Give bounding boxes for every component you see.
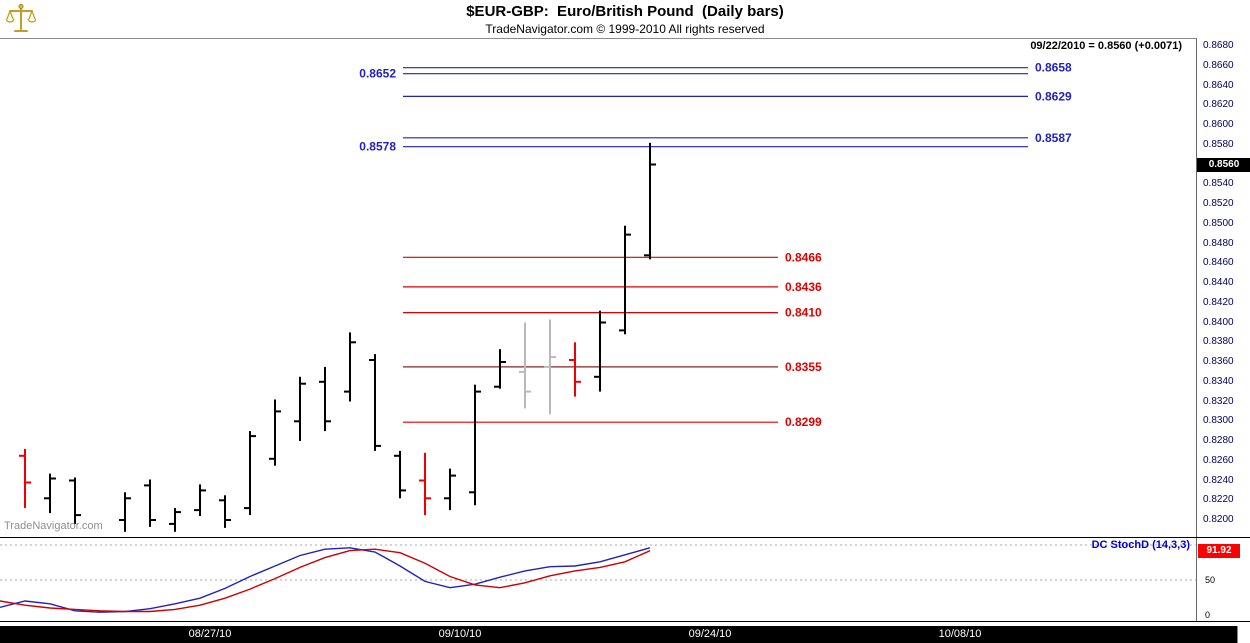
ohlc-bar (169, 508, 181, 532)
price-tick: 0.8220 (1203, 494, 1234, 506)
stochastic-chart[interactable] (0, 538, 1196, 622)
ohlc-bar (519, 322, 531, 409)
stoch-d-line (0, 548, 651, 613)
main-chart-surface[interactable]: 0.8658 0.8652 0.8629 0.8587 0.8578 0.8466 0.84… (0, 38, 1196, 538)
price-tick: 0.8240 (1203, 474, 1234, 486)
price-tick: 0.8520 (1203, 198, 1234, 209)
level-label: 0.8652 (359, 67, 396, 81)
price-tick: 0.8680 (1203, 40, 1234, 51)
price-tick: 0.8420 (1203, 296, 1234, 308)
ohlc-bar (69, 477, 81, 524)
ohlc-bar (119, 492, 131, 532)
ohlc-bar (244, 431, 256, 516)
price-tick: 0.8360 (1203, 356, 1234, 367)
ohlc-bar (544, 319, 556, 415)
ohlc-bar (394, 450, 406, 499)
price-tick: 0.8600 (1203, 119, 1234, 130)
stoch-k-line (0, 547, 651, 613)
ohlc-bar (44, 473, 56, 514)
level-label: 0.8578 (359, 140, 396, 154)
date-axis[interactable]: 08/27/10 09/10/10 09/24/10 10/08/10 (0, 626, 1250, 643)
price-tick: 0.8640 (1203, 79, 1234, 91)
price-tick: 0.8660 (1203, 59, 1234, 71)
current-price-badge: 0.8560 (1197, 157, 1250, 172)
date-label: 09/10/10 (438, 628, 482, 640)
ohlc-bar (469, 384, 481, 506)
chart-subtitle: TradeNavigator.com © 1999-2010 All right… (485, 22, 765, 36)
level-label: 0.8299 (785, 415, 822, 429)
stochastic-panel-surface[interactable] (0, 538, 1196, 622)
price-tick: 0.8580 (1203, 138, 1234, 150)
price-tick: 0.8340 (1203, 375, 1234, 387)
level-label: 0.8436 (785, 280, 822, 294)
indicator-label: DC StochD (14,3,3) (1091, 539, 1190, 551)
price-tick: 0.8440 (1203, 277, 1234, 288)
stoch-axis-tick: 0 (1205, 610, 1211, 620)
ohlc-bar (144, 479, 156, 527)
price-chart[interactable]: 0.8658 0.8652 0.8629 0.8587 0.8578 0.8466 0.84… (0, 38, 1196, 538)
ohlc-bar (644, 142, 656, 260)
price-tick: 0.8480 (1203, 237, 1234, 249)
indicator-axis: 91.92 50 0 (1196, 538, 1250, 622)
panel-separator (0, 537, 1250, 538)
ohlc-bar (444, 468, 456, 511)
ohlc-bar (344, 332, 356, 402)
stoch-axis-tick: 50 (1205, 575, 1216, 585)
date-label: 09/24/10 (688, 628, 732, 640)
chart-header: $EUR-GBP: Euro/British Pound (Daily bars… (0, 0, 1250, 39)
price-tick: 0.8320 (1203, 395, 1234, 407)
ohlc-bar (569, 342, 581, 397)
last-quote-readout: 09/22/2010 = 0.8560 (+0.0071) (1030, 40, 1182, 52)
ohlc-bar (619, 225, 631, 335)
price-tick: 0.8400 (1203, 316, 1234, 328)
date-label: 08/27/10 (188, 628, 232, 640)
ohlc-bar (19, 448, 31, 509)
ohlc-bar (194, 484, 206, 516)
level-label: 0.8466 (785, 250, 822, 264)
price-tick: 0.8260 (1203, 454, 1234, 466)
panel-separator-bottom (0, 621, 1250, 622)
scroll-corner (1237, 626, 1250, 643)
price-tick: 0.8540 (1203, 178, 1234, 190)
chart-watermark: TradeNavigator.com (4, 520, 103, 532)
price-tick: 0.8280 (1203, 435, 1234, 446)
price-tick: 0.8500 (1203, 217, 1234, 229)
price-axis[interactable]: 0.8560 0.8680 0.8660 0.8640 0.8620 0.8600 0.8… (1196, 38, 1250, 538)
ohlc-bar (419, 452, 431, 516)
price-tick: 0.8300 (1203, 415, 1234, 427)
level-label: 0.8410 (785, 306, 822, 320)
level-label: 0.8355 (785, 360, 822, 374)
date-label: 10/08/10 (938, 628, 982, 640)
level-label: 0.8587 (1035, 131, 1072, 145)
price-tick: 0.8460 (1203, 257, 1234, 269)
tradenavigator-logo-icon (6, 3, 36, 32)
indicator-value-badge: 91.92 (1198, 543, 1240, 558)
level-label: 0.8658 (1035, 61, 1072, 75)
ohlc-bar (269, 399, 281, 466)
ohlc-bar (319, 366, 331, 432)
price-tick: 0.8380 (1203, 336, 1234, 348)
ohlc-bar (494, 349, 506, 389)
price-tick: 0.8620 (1203, 99, 1234, 111)
price-tick: 0.8200 (1203, 514, 1234, 525)
ohlc-bar (294, 376, 306, 441)
ohlc-bar (369, 354, 381, 451)
level-label: 0.8629 (1035, 89, 1072, 103)
ohlc-bar (219, 495, 231, 528)
ohlc-bar (594, 310, 606, 392)
chart-title: $EUR-GBP: Euro/British Pound (Daily bars… (466, 3, 784, 20)
